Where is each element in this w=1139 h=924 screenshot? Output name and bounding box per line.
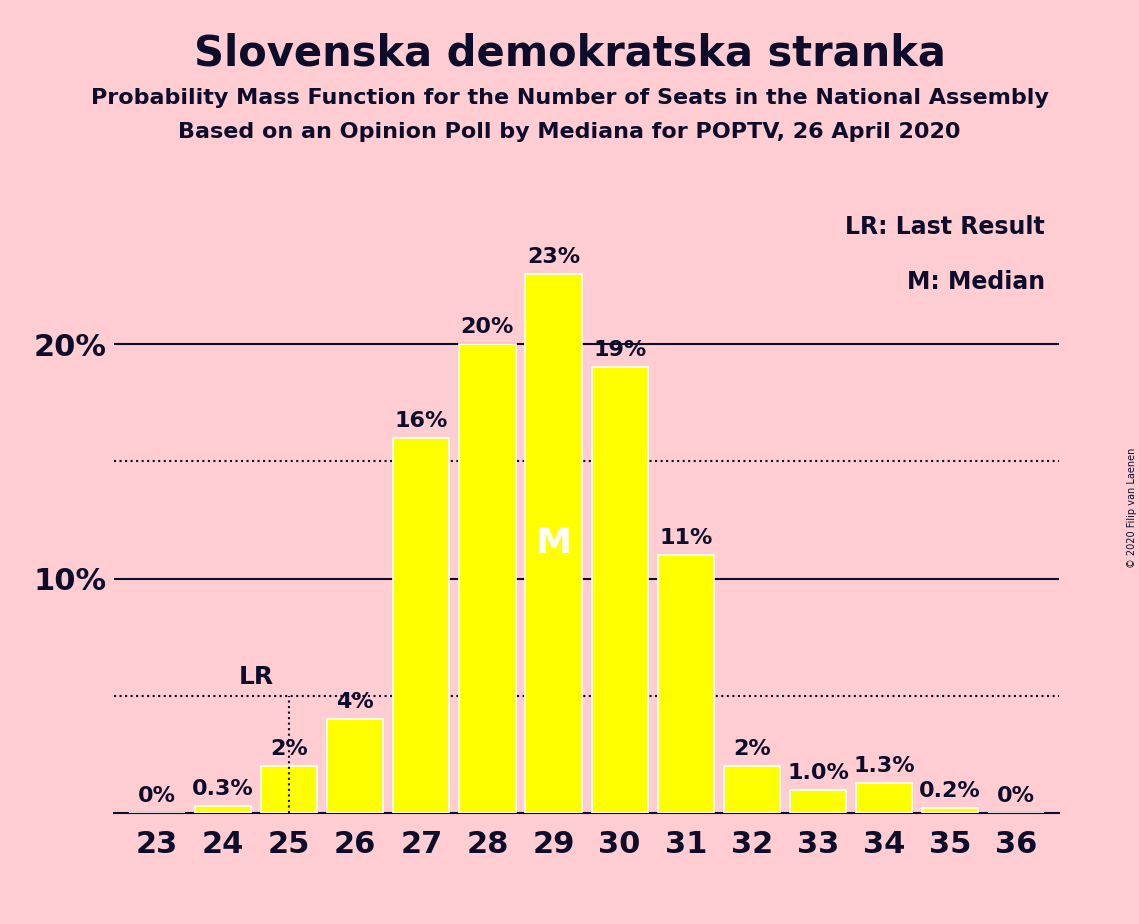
Text: M: Median: M: Median	[907, 271, 1046, 295]
Bar	[789, 790, 846, 813]
Text: 1.0%: 1.0%	[787, 762, 849, 783]
Text: 0.2%: 0.2%	[919, 782, 981, 801]
Bar	[327, 719, 384, 813]
Text: M: M	[535, 527, 572, 560]
Bar	[723, 766, 780, 813]
Text: 1.3%: 1.3%	[853, 756, 915, 775]
Text: 11%: 11%	[659, 529, 712, 548]
Text: 0%: 0%	[138, 786, 175, 806]
Text: 2%: 2%	[734, 739, 771, 760]
Text: © 2020 Filip van Laenen: © 2020 Filip van Laenen	[1126, 448, 1137, 568]
Bar	[459, 344, 516, 813]
Text: 2%: 2%	[270, 739, 308, 760]
Text: 0%: 0%	[998, 786, 1035, 806]
Text: 0.3%: 0.3%	[192, 779, 254, 799]
Text: Slovenska demokratska stranka: Slovenska demokratska stranka	[194, 32, 945, 74]
Bar	[857, 783, 912, 813]
Text: 23%: 23%	[527, 247, 580, 267]
Text: LR: LR	[238, 664, 273, 688]
Bar	[657, 555, 714, 813]
Bar	[525, 274, 582, 813]
Bar	[923, 808, 978, 813]
Bar	[195, 806, 251, 813]
Text: 4%: 4%	[336, 692, 374, 712]
Text: Probability Mass Function for the Number of Seats in the National Assembly: Probability Mass Function for the Number…	[91, 88, 1048, 108]
Bar	[393, 438, 450, 813]
Text: LR: Last Result: LR: Last Result	[845, 215, 1046, 239]
Text: 19%: 19%	[593, 340, 646, 360]
Bar	[591, 368, 648, 813]
Bar	[261, 766, 317, 813]
Text: 16%: 16%	[394, 411, 448, 431]
Text: Based on an Opinion Poll by Mediana for POPTV, 26 April 2020: Based on an Opinion Poll by Mediana for …	[178, 122, 961, 142]
Text: 20%: 20%	[461, 317, 514, 337]
